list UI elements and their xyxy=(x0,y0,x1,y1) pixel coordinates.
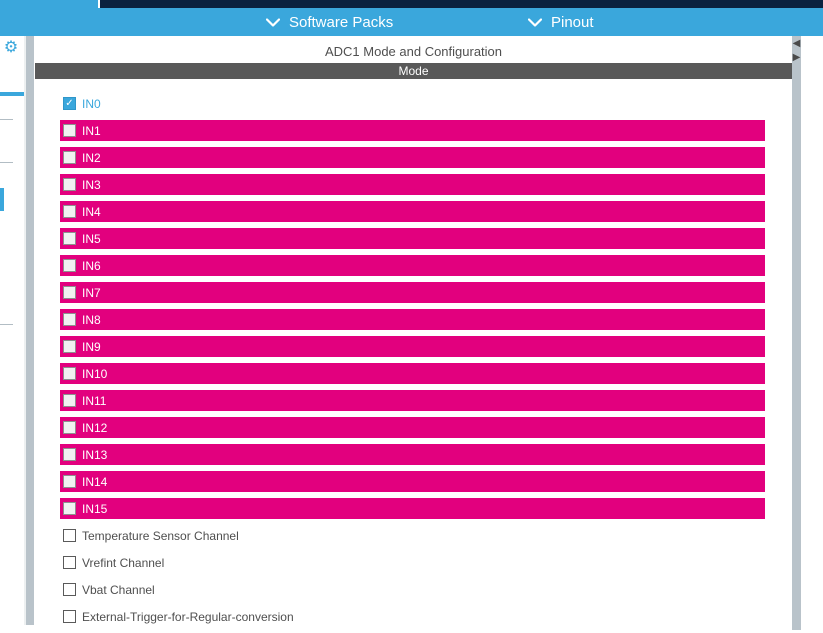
channel-row-in7[interactable]: IN7 xyxy=(60,282,765,303)
checkbox[interactable] xyxy=(63,286,76,299)
checkbox[interactable] xyxy=(63,394,76,407)
channel-label: IN12 xyxy=(82,420,108,435)
channel-label: IN6 xyxy=(82,258,101,273)
checkbox[interactable] xyxy=(63,610,76,623)
channel-label: Temperature Sensor Channel xyxy=(82,528,239,543)
channel-label: IN7 xyxy=(82,285,101,300)
channel-row-in10[interactable]: IN10 xyxy=(60,363,765,384)
checkbox[interactable] xyxy=(63,502,76,515)
channel-label: IN8 xyxy=(82,312,101,327)
checkbox[interactable] xyxy=(63,178,76,191)
checkbox[interactable]: ✓ xyxy=(63,97,76,110)
left-sidebar: ⚙ xyxy=(0,36,24,630)
channel-label: IN10 xyxy=(82,366,108,381)
channel-row-in8[interactable]: IN8 xyxy=(60,309,765,330)
checkbox[interactable] xyxy=(63,313,76,326)
checkbox[interactable] xyxy=(63,151,76,164)
gear-icon[interactable]: ⚙ xyxy=(3,37,19,56)
checkbox[interactable] xyxy=(63,367,76,380)
channel-row-vrefint-channel[interactable]: Vrefint Channel xyxy=(60,552,765,573)
channel-row-in15[interactable]: IN15 xyxy=(60,498,765,519)
adc1-config-panel: ADC1 Mode and Configuration Mode ✓ IN0 IN1… xyxy=(35,36,792,630)
checkbox[interactable] xyxy=(63,475,76,488)
channel-row-in3[interactable]: IN3 xyxy=(60,174,765,195)
channel-label: IN0 xyxy=(82,96,101,111)
nav-pinout[interactable]: Pinout xyxy=(527,8,594,36)
panel-title: ADC1 Mode and Configuration xyxy=(324,44,503,59)
channel-row-in12[interactable]: IN12 xyxy=(60,417,765,438)
checkbox[interactable] xyxy=(63,529,76,542)
left-scrollbar[interactable] xyxy=(24,36,34,625)
mode-section-header: Mode xyxy=(35,63,792,79)
channel-label: IN13 xyxy=(82,447,108,462)
top-nav-bar: Software Packs Pinout xyxy=(0,8,823,36)
channel-row-in0[interactable]: ✓ IN0 xyxy=(60,93,765,114)
nav-software-packs-label: Software Packs xyxy=(289,13,394,31)
right-scrollbar[interactable] xyxy=(792,36,801,630)
topbar-left-corner xyxy=(0,0,98,8)
channel-row-in5[interactable]: IN5 xyxy=(60,228,765,249)
channel-label: IN3 xyxy=(82,177,101,192)
sidebar-divider xyxy=(0,119,13,120)
channel-label: IN4 xyxy=(82,204,101,219)
nav-pinout-label: Pinout xyxy=(551,13,594,31)
channel-row-in9[interactable]: IN9 xyxy=(60,336,765,357)
checkbox[interactable] xyxy=(63,232,76,245)
chevron-down-icon xyxy=(527,17,543,27)
channel-row-in6[interactable]: IN6 xyxy=(60,255,765,276)
checkbox[interactable] xyxy=(63,124,76,137)
channel-row-in11[interactable]: IN11 xyxy=(60,390,765,411)
checkbox[interactable] xyxy=(63,340,76,353)
checkbox[interactable] xyxy=(63,583,76,596)
collapse-right-icon[interactable]: ▶ xyxy=(792,52,801,63)
checkbox[interactable] xyxy=(63,205,76,218)
sidebar-tab-underline xyxy=(0,92,24,96)
checkbox[interactable] xyxy=(63,556,76,569)
channel-row-in4[interactable]: IN4 xyxy=(60,201,765,222)
channel-row-temperature-sensor-channel[interactable]: Temperature Sensor Channel xyxy=(60,525,765,546)
top-navy-bar xyxy=(100,0,823,8)
channel-row-external-trigger-for-regular-conversion[interactable]: External-Trigger-for-Regular-conversion xyxy=(60,606,765,627)
channel-row-in14[interactable]: IN14 xyxy=(60,471,765,492)
checkbox[interactable] xyxy=(63,259,76,272)
sidebar-divider xyxy=(0,324,13,325)
channel-label: IN2 xyxy=(82,150,101,165)
checkbox[interactable] xyxy=(63,421,76,434)
sidebar-selected-indicator xyxy=(0,188,4,211)
channel-label: IN9 xyxy=(82,339,101,354)
nav-software-packs[interactable]: Software Packs xyxy=(265,8,394,36)
channel-label: IN15 xyxy=(82,501,108,516)
channel-row-in2[interactable]: IN2 xyxy=(60,147,765,168)
channel-label: Vrefint Channel xyxy=(82,555,165,570)
checkbox[interactable] xyxy=(63,448,76,461)
channel-row-in1[interactable]: IN1 xyxy=(60,120,765,141)
chevron-down-icon xyxy=(265,17,281,27)
channel-label: Vbat Channel xyxy=(82,582,155,597)
channel-list: ✓ IN0 IN1 IN2 IN3 IN4 IN5 IN6 IN7 IN8 IN9 IN10 IN11 I… xyxy=(60,93,765,633)
channel-row-in13[interactable]: IN13 xyxy=(60,444,765,465)
sidebar-divider xyxy=(0,162,13,163)
channel-label: IN14 xyxy=(82,474,108,489)
channel-row-vbat-channel[interactable]: Vbat Channel xyxy=(60,579,765,600)
channel-label: IN5 xyxy=(82,231,101,246)
channel-label: IN11 xyxy=(82,393,107,408)
collapse-left-icon[interactable]: ◀ xyxy=(792,38,801,49)
channel-label: External-Trigger-for-Regular-conversion xyxy=(82,609,294,624)
channel-label: IN1 xyxy=(82,123,101,138)
